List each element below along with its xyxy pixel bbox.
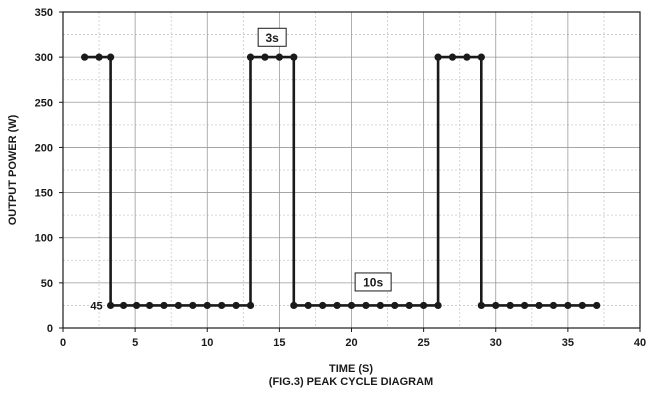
tick-labels: 0 5 10 15 20 25 30 35 40 0 50 100 150 200 250 300 350 xyxy=(35,7,646,349)
data-point xyxy=(434,301,442,310)
x-axis-title: TIME (S) xyxy=(329,363,373,375)
data-point xyxy=(391,301,399,310)
data-point xyxy=(405,301,413,310)
data-point xyxy=(477,53,485,61)
x-tick-label: 40 xyxy=(634,337,646,349)
figure-caption: (FIG.3) PEAK CYCLE DIAGRAM xyxy=(269,376,433,388)
data-point xyxy=(492,301,500,310)
annotation-box xyxy=(257,27,287,47)
data-point xyxy=(132,301,141,310)
data-point xyxy=(535,301,543,310)
data-point xyxy=(107,301,115,310)
y-tick-label: 150 xyxy=(35,188,53,200)
y-tick-label: 250 xyxy=(35,97,53,109)
data-point xyxy=(420,301,428,310)
annotation-label: 3s xyxy=(265,31,279,45)
x-tick-label: 35 xyxy=(562,337,574,349)
data-point xyxy=(578,301,586,310)
plot-frame xyxy=(62,11,641,329)
series-layer xyxy=(81,53,601,310)
data-point xyxy=(434,53,442,61)
data-point xyxy=(246,53,255,61)
data-point xyxy=(347,301,356,310)
data-point xyxy=(376,301,384,310)
y-tick-label: 350 xyxy=(35,7,53,19)
data-point xyxy=(145,301,154,310)
data-point xyxy=(564,301,572,310)
x-tick-label: 15 xyxy=(273,337,285,349)
data-point xyxy=(203,301,211,310)
data-point xyxy=(362,301,370,310)
x-tick-label: 30 xyxy=(490,337,502,349)
data-point xyxy=(95,53,103,61)
x-tick-label: 25 xyxy=(418,337,430,349)
y-tick-label: 300 xyxy=(35,52,53,64)
data-point xyxy=(275,53,283,61)
data-point xyxy=(189,301,197,310)
annotation-layer: 3s 10s 45 xyxy=(90,27,392,312)
data-point xyxy=(549,301,558,310)
y-tick-label: 100 xyxy=(35,233,53,245)
data-point xyxy=(463,53,471,61)
data-point xyxy=(218,301,226,310)
data-point xyxy=(232,301,240,310)
data-point xyxy=(160,301,168,310)
data-point xyxy=(107,53,115,61)
data-point xyxy=(261,53,269,61)
data-point xyxy=(81,53,89,61)
x-tick-label: 20 xyxy=(345,337,357,349)
y-tick-label: 200 xyxy=(35,142,53,154)
x-tick-label: 0 xyxy=(60,337,66,349)
data-point xyxy=(290,301,298,310)
data-point xyxy=(448,53,457,61)
annotation-box xyxy=(354,272,392,292)
data-point xyxy=(506,301,514,310)
data-point xyxy=(119,301,128,310)
x-tick-label: 5 xyxy=(132,337,138,349)
data-point xyxy=(477,301,485,310)
data-point xyxy=(333,301,341,310)
data-point xyxy=(319,301,327,310)
data-point xyxy=(174,301,182,310)
data-point xyxy=(290,53,298,61)
data-point xyxy=(593,301,601,310)
annotation-label: 10s xyxy=(363,275,383,289)
data-point xyxy=(304,301,312,310)
data-point xyxy=(246,301,255,310)
y-tick-label: 50 xyxy=(41,278,53,290)
x-tick-label: 10 xyxy=(201,337,213,349)
point-label: 45 xyxy=(90,300,102,312)
y-tick-label: 0 xyxy=(47,323,53,335)
data-point xyxy=(521,301,529,310)
y-axis-title: OUTPUT POWER (W) xyxy=(7,114,19,225)
